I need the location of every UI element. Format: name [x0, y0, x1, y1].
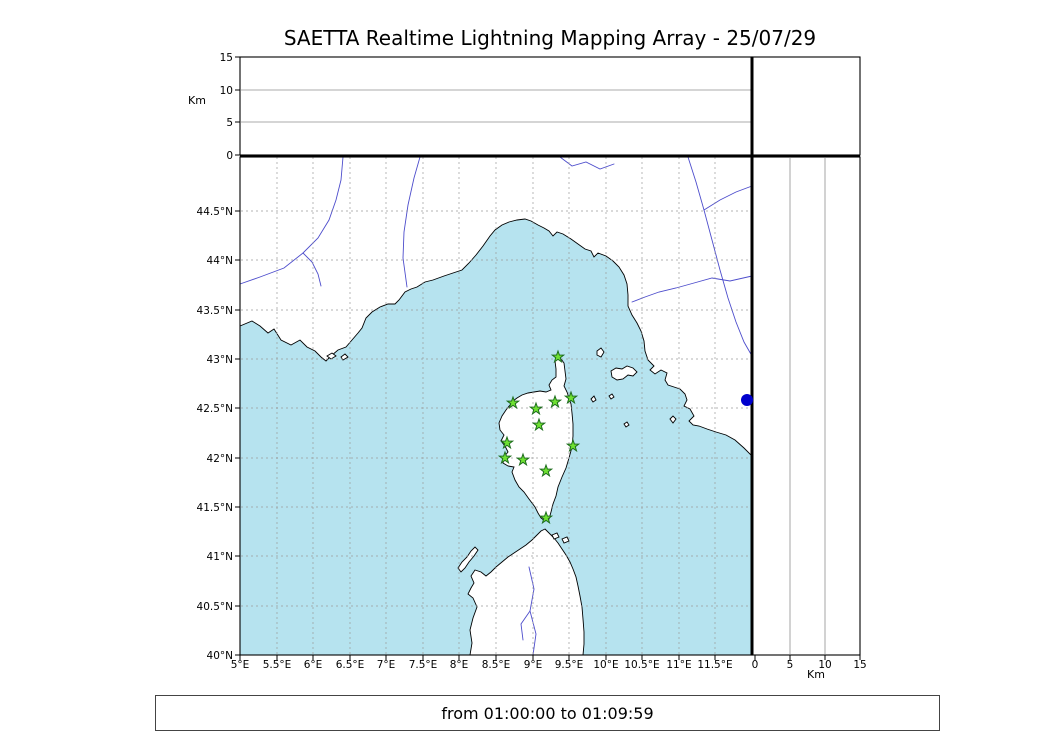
lon-tick-label: 9.5°E — [555, 659, 584, 671]
island-capraia — [596, 347, 605, 358]
lon-tick-label: 7°E — [377, 659, 396, 671]
flash-layer — [741, 394, 753, 406]
station-star — [538, 510, 554, 525]
altitude-latitude-panel-frame — [751, 156, 861, 656]
time-range-text: from 01:00:00 to 01:09:59 — [441, 703, 654, 723]
lat-tick-label: 40.5°N — [197, 601, 233, 613]
altitude-tick-label: 10 — [818, 659, 831, 671]
river — [559, 156, 615, 170]
station-star — [563, 390, 579, 405]
station-star — [538, 463, 554, 478]
station-star — [497, 450, 513, 465]
lon-tick-label: 6°E — [304, 659, 323, 671]
lat-tick-label: 43.5°N — [197, 305, 233, 317]
altitude-tick-label: 5 — [787, 659, 794, 671]
lon-tick-label: 8°E — [450, 659, 469, 671]
small-islands — [326, 347, 677, 573]
station-star — [565, 438, 581, 453]
islet-east-of-corsica — [590, 395, 597, 403]
station-star — [550, 349, 566, 364]
altitude-tick-label: 0 — [752, 659, 759, 671]
lat-tick-label: 40°N — [207, 650, 233, 662]
island-elba — [610, 365, 638, 381]
lat-tick-label: 44.5°N — [197, 206, 233, 218]
page-title: SAETTA Realtime Lightning Mapping Array … — [283, 26, 817, 50]
station-star — [499, 435, 515, 450]
lat-tick-label: 43°N — [207, 354, 233, 366]
lat-tick-label: 41.5°N — [197, 502, 233, 514]
altitude-longitude-panel-frame — [239, 56, 753, 156]
station-star — [528, 401, 544, 416]
altitude-tick-label: 10 — [220, 85, 233, 97]
island-pianosa — [608, 393, 615, 400]
altitude-latitude-panel-grid — [789, 158, 826, 654]
lon-tick-label: 10°E — [593, 659, 618, 671]
lon-tick-label: 8.5°E — [482, 659, 511, 671]
station-star — [547, 394, 563, 409]
lon-tick-label: 7.5°E — [409, 659, 438, 671]
lon-tick-label: 11.5°E — [697, 659, 732, 671]
river — [239, 156, 344, 285]
altitude-tick-label: 5 — [226, 117, 233, 129]
lon-tick-label: 6.5°E — [336, 659, 365, 671]
altitude-longitude-panel-grid — [241, 89, 751, 123]
river — [687, 156, 753, 357]
lon-tick-label: 9°E — [524, 659, 543, 671]
island-maddalena-2 — [561, 536, 570, 544]
altitude-tick-label: 15 — [220, 52, 233, 64]
lon-tick-label: 5°E — [231, 659, 250, 671]
river — [631, 275, 753, 303]
lon-tick-label: 11°E — [666, 659, 691, 671]
altitude-tick-label: 15 — [853, 659, 866, 671]
lat-tick-label: 41°N — [207, 551, 233, 563]
lon-tick-label: 10.5°E — [624, 659, 659, 671]
island-giglio — [669, 415, 677, 424]
map-gridlines — [241, 157, 751, 655]
lat-tick-label: 42.5°N — [197, 403, 233, 415]
island-hyeres-1 — [326, 352, 337, 360]
river — [402, 156, 421, 288]
status-bar: from 01:00:00 to 01:09:59 — [155, 695, 940, 731]
river — [302, 252, 322, 287]
station-star — [515, 452, 531, 467]
lightning-flash-dot — [741, 394, 753, 406]
lon-tick-label: 5.5°E — [263, 659, 292, 671]
right-km-axis-label: Km — [807, 668, 825, 681]
station-star — [531, 417, 547, 432]
island-asinara — [457, 546, 479, 573]
corner-box-frame — [751, 56, 861, 156]
lat-tick-label: 44°N — [207, 255, 233, 267]
station-star — [505, 395, 521, 410]
river — [520, 610, 531, 641]
island-montecristo — [623, 421, 630, 428]
rivers — [239, 156, 753, 656]
island-sardinia — [467, 528, 585, 656]
lat-tick-label: 42°N — [207, 453, 233, 465]
altitude-tick-label: 0 — [226, 150, 233, 162]
island-maddalena — [551, 532, 560, 540]
sensor-stations — [497, 349, 581, 525]
axis-ticks-and-labels: 5°E 5.5°E 6°E 6.5°E 7°E 7.5°E 8°E 8.5°E 9°E 9.5°E… — [197, 52, 867, 671]
top-km-axis-label: Km — [188, 94, 206, 107]
map-panel — [239, 156, 753, 656]
river — [703, 185, 753, 211]
